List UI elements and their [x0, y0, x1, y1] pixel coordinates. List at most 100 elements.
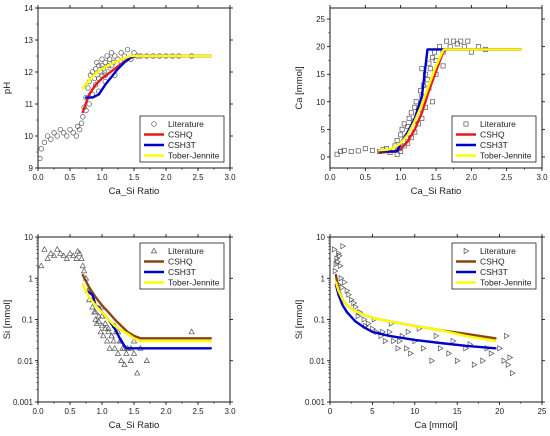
x-tick-label: 3.0 [536, 173, 548, 182]
literature-point [130, 350, 138, 356]
y-tick-label: 11 [25, 100, 34, 109]
literature-point [97, 328, 104, 335]
literature-point [362, 146, 368, 152]
series-line-tober-jennite [334, 281, 497, 343]
legend-label: CSHQ [480, 257, 505, 267]
literature-point [70, 252, 77, 259]
x-tick-label: 1.5 [128, 173, 140, 182]
y-axis-label: pH [2, 82, 13, 94]
literature-point [121, 361, 128, 367]
literature-point [346, 291, 353, 298]
literature-point [44, 133, 51, 139]
chart-3: 0.0 0.5 1.0 1.5 2.0 2.5 3.0 0.001 0.01 0.1 1 10 Ca_S… [2, 233, 236, 431]
literature-point [44, 255, 51, 261]
x-tick-label: 0.5 [360, 173, 372, 182]
literature-point [394, 137, 400, 143]
x-tick-label: 0.5 [64, 173, 76, 182]
literature-point [339, 284, 346, 291]
literature-point [369, 147, 375, 153]
literature-point [92, 66, 99, 72]
literature-point [110, 337, 117, 344]
legend-label: Tober-Jennite [480, 151, 532, 161]
literature-point [348, 148, 354, 154]
legend-label: Literature [480, 246, 516, 256]
x-tick-label: 15 [453, 407, 462, 416]
literature-point [96, 62, 102, 69]
literature-point [332, 267, 339, 275]
literature-point [73, 255, 80, 261]
y-tick-label: 15 [316, 70, 325, 79]
y-tick-label: 13 [24, 36, 33, 45]
literature-point [365, 320, 372, 327]
literature-point [404, 345, 410, 352]
literature-point [465, 38, 471, 44]
y-tick-label: 1 [29, 274, 34, 283]
literature-point [401, 121, 407, 127]
literature-point [444, 38, 450, 44]
y-tick-label: 0.001 [13, 398, 34, 407]
literature-point [92, 308, 99, 315]
x-tick-label: 1.0 [395, 173, 407, 182]
plot-frame [329, 7, 543, 169]
literature-point [66, 250, 74, 256]
x-tick-label: 0.0 [32, 407, 44, 416]
x-axis-label: Ca_Si Ratio [109, 186, 160, 197]
literature-point [406, 115, 412, 121]
literature-point [432, 49, 438, 55]
x-tick-label: 25 [538, 407, 547, 416]
literature-point [501, 357, 508, 364]
literature-point [102, 59, 108, 66]
literature-point [57, 250, 64, 256]
literature-point [338, 148, 344, 154]
literature-point [188, 328, 195, 335]
literature-point [458, 38, 464, 44]
literature-point [335, 258, 342, 266]
y-tick-label: 0.1 [22, 316, 34, 325]
series-line-tober-jennite [378, 48, 522, 152]
literature-point [412, 104, 418, 110]
literature-point [92, 82, 99, 88]
literature-point [426, 60, 432, 66]
x-tick-label: 10 [410, 407, 419, 416]
legend-literature-marker [151, 121, 157, 127]
literature-point [100, 332, 107, 339]
chart-1: 0.0 0.5 1.0 1.5 2.0 2.5 3.0 9 10 11 12 13 14 Ca_Si Ra… [2, 4, 236, 197]
x-tick-label: 2.5 [192, 407, 204, 416]
literature-point [118, 357, 125, 363]
literature-point [108, 50, 115, 56]
literature-point [89, 303, 96, 310]
literature-point [475, 44, 481, 50]
x-tick-label: 2.5 [192, 173, 204, 182]
literature-point [76, 126, 83, 133]
literature-point [130, 337, 138, 344]
literature-point [85, 85, 91, 91]
literature-point [124, 46, 131, 53]
y-axis-label: Si [mmol] [294, 300, 305, 340]
legend-literature-marker [150, 247, 158, 254]
plot-frame [37, 7, 231, 169]
literature-point [399, 126, 405, 132]
literature-point [102, 325, 109, 331]
literature-point [114, 350, 122, 356]
series-line-tober-jennite [81, 283, 213, 343]
literature-point [41, 139, 48, 146]
literature-point [67, 126, 73, 133]
legend-label: CSHQ [168, 130, 193, 140]
literature-point [433, 332, 440, 340]
literature-point [355, 313, 362, 320]
legend-label: Tober-Jennite [480, 278, 532, 288]
x-tick-label: 2.0 [160, 407, 172, 416]
y-tick-label: 10 [24, 233, 33, 242]
literature-point [331, 246, 338, 253]
x-axis-label: Ca_Si Ratio [109, 420, 160, 431]
literature-point [57, 126, 64, 133]
literature-point [54, 246, 61, 252]
literature-point [38, 262, 45, 269]
literature-point [425, 77, 430, 83]
literature-point [398, 132, 404, 138]
plot-frame [329, 236, 543, 403]
literature-point [78, 120, 85, 126]
